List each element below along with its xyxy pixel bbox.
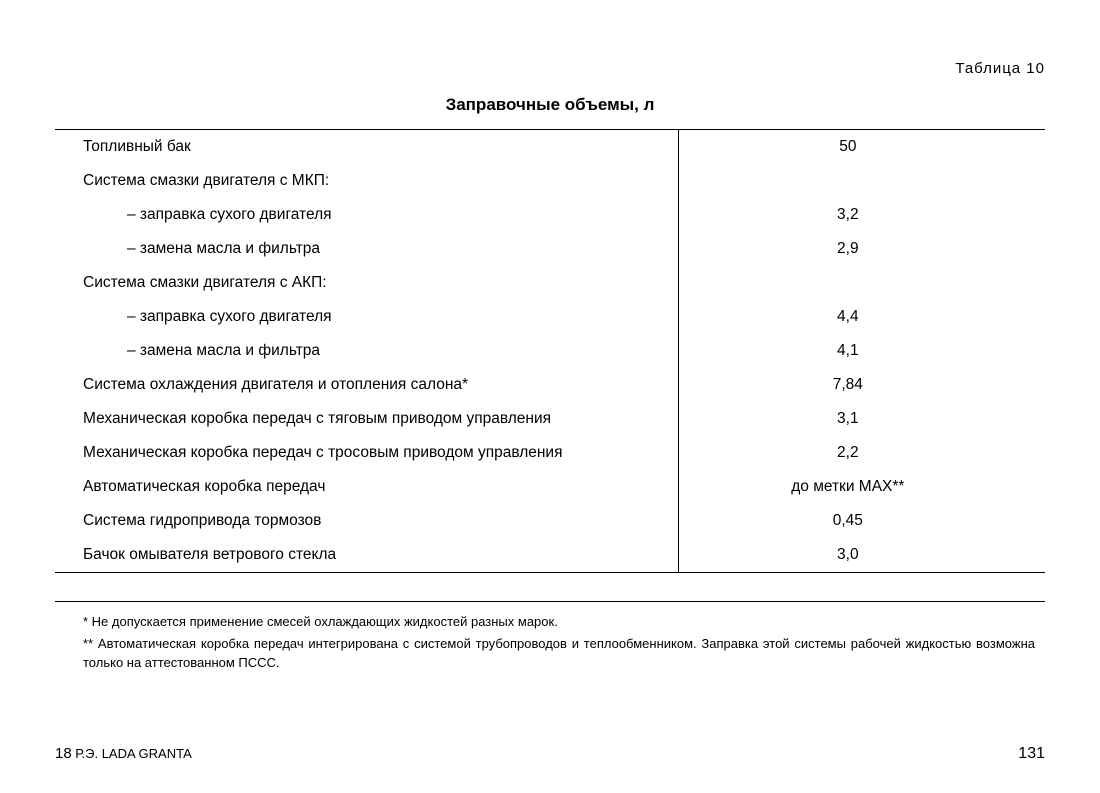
row-value [679,266,1045,300]
footer-left-number: 18 [55,745,72,762]
table-row: Бачок омывателя ветрового стекла3,0 [55,538,1045,572]
footnote-2: ** Автоматическая коробка передач интегр… [83,634,1035,673]
row-label: – замена масла и фильтра [55,232,679,266]
footnotes-block: * Не допускается применение смесей охлаж… [55,601,1045,673]
row-label: Топливный бак [55,130,679,164]
page-footer: 18 Р.Э. LADA GRANTA 131 [55,745,1045,763]
row-label: Система охлаждения двигателя и отопления… [55,368,679,402]
table-row: – замена масла и фильтра4,1 [55,334,1045,368]
row-value: 4,1 [679,334,1045,368]
table-row: Система гидропривода тормозов0,45 [55,504,1045,538]
row-value: 4,4 [679,300,1045,334]
row-label: – замена масла и фильтра [55,334,679,368]
table-row: Система охлаждения двигателя и отопления… [55,368,1045,402]
table-number-label: Таблица 10 [55,60,1045,77]
row-label: Система гидропривода тормозов [55,504,679,538]
row-value [679,164,1045,198]
footer-page-number: 131 [1018,745,1045,763]
row-value: 2,2 [679,436,1045,470]
row-value: 3,0 [679,538,1045,572]
row-label: Система смазки двигателя с АКП: [55,266,679,300]
table-row: Система смазки двигателя с МКП: [55,164,1045,198]
table-row: – заправка сухого двигателя3,2 [55,198,1045,232]
row-value: 0,45 [679,504,1045,538]
row-label: – заправка сухого двигателя [55,300,679,334]
row-value: 2,9 [679,232,1045,266]
table-row: Система смазки двигателя с АКП: [55,266,1045,300]
row-label: Автоматическая коробка передач [55,470,679,504]
footer-left: 18 Р.Э. LADA GRANTA [55,745,192,763]
row-label: – заправка сухого двигателя [55,198,679,232]
table-row: Автоматическая коробка передачдо метки M… [55,470,1045,504]
capacities-table: Топливный бак50Система смазки двигателя … [55,129,1045,573]
footnote-1: * Не допускается применение смесей охлаж… [83,612,1035,632]
table-title: Заправочные объемы, л [55,95,1045,115]
row-value: 50 [679,130,1045,164]
row-value: 7,84 [679,368,1045,402]
row-label: Бачок омывателя ветрового стекла [55,538,679,572]
row-label: Система смазки двигателя с МКП: [55,164,679,198]
row-label: Механическая коробка передач с тяговым п… [55,402,679,436]
row-value: 3,2 [679,198,1045,232]
row-label: Механическая коробка передач с тросовым … [55,436,679,470]
table-row: Механическая коробка передач с тросовым … [55,436,1045,470]
footer-left-text: Р.Э. LADA GRANTA [72,746,192,761]
row-value: до метки MAX** [679,470,1045,504]
row-value: 3,1 [679,402,1045,436]
table-row: – замена масла и фильтра2,9 [55,232,1045,266]
table-row: Топливный бак50 [55,130,1045,164]
table-row: Механическая коробка передач с тяговым п… [55,402,1045,436]
table-row: – заправка сухого двигателя4,4 [55,300,1045,334]
